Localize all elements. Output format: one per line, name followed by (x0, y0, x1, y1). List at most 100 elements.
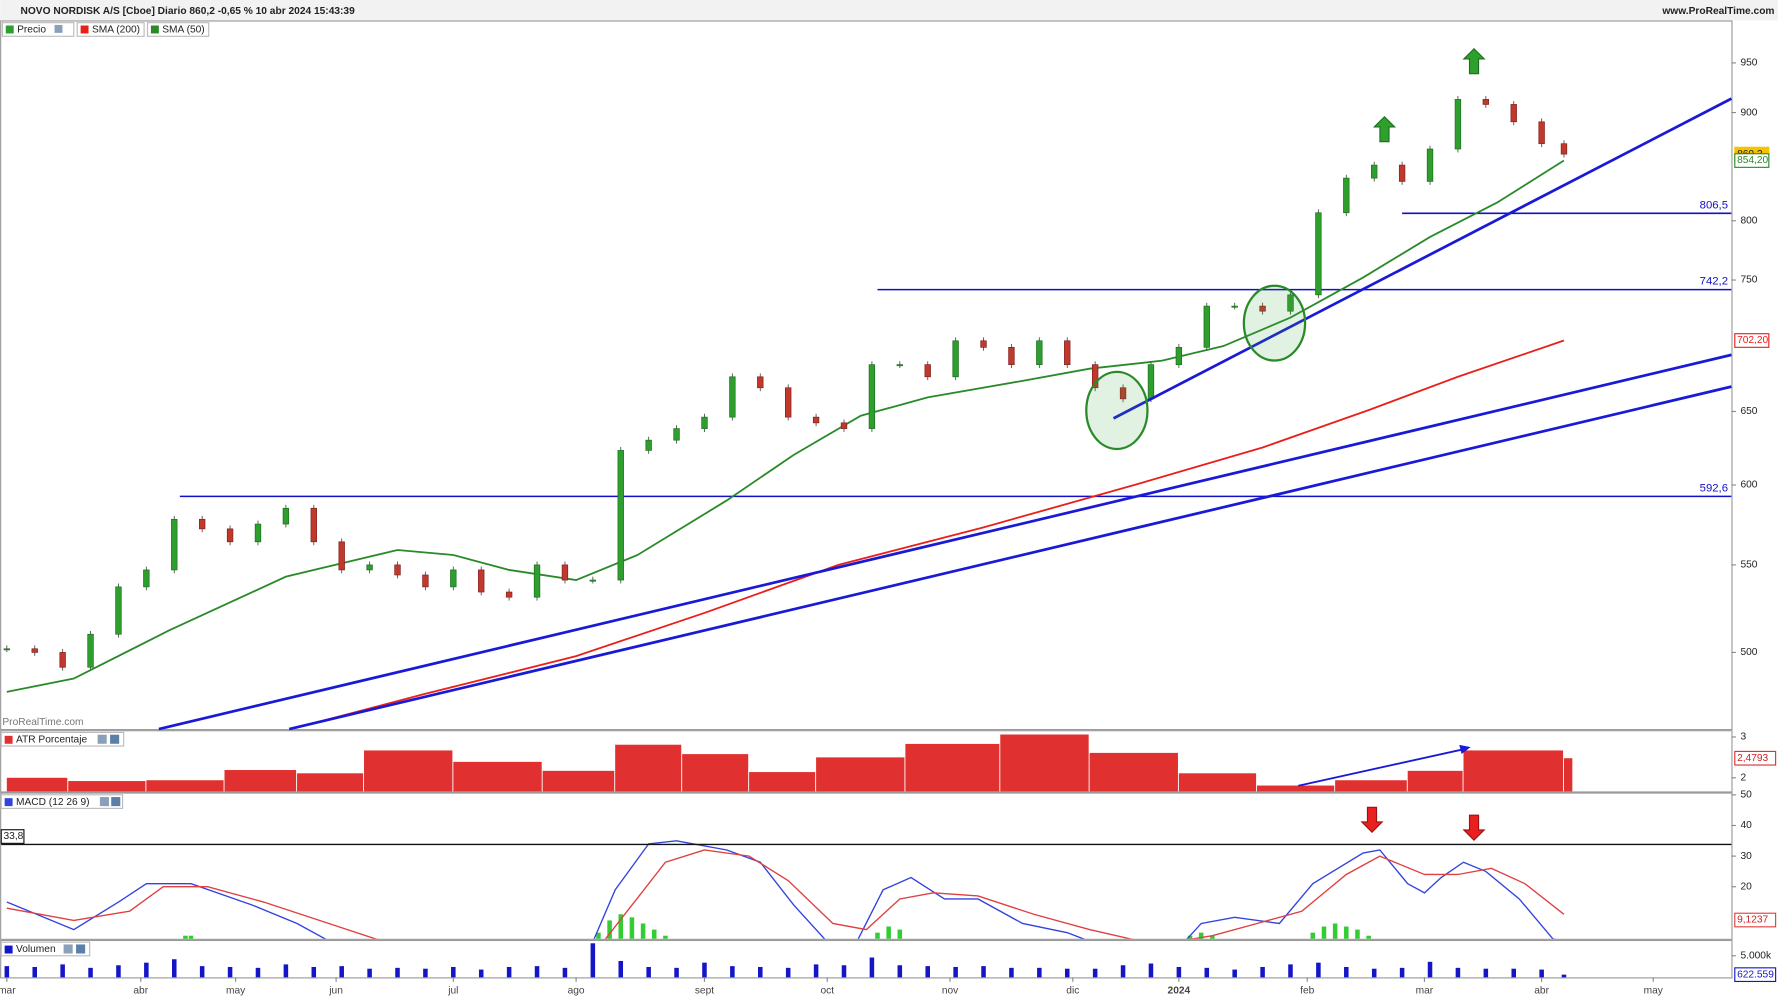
bar (1455, 967, 1461, 978)
panel: 5.000k Volumen 622.559 (0, 941, 1777, 983)
bar (813, 964, 819, 978)
arrow-down (1462, 814, 1486, 841)
watermark: ProRealTime.com (2, 717, 83, 728)
candle (1538, 121, 1545, 145)
candle (1259, 305, 1266, 312)
bar (144, 962, 149, 978)
bar (1232, 969, 1237, 978)
bar (615, 744, 682, 792)
y-tick-label: 5.000k (1740, 950, 1771, 961)
level-label: 806,5 (1700, 199, 1728, 211)
last-value-box (1734, 153, 1770, 168)
candle (3, 648, 11, 651)
candle (171, 518, 178, 571)
y-tick-label: 40 (1740, 820, 1752, 831)
candle (478, 569, 485, 593)
x-tick-label: may (226, 986, 246, 997)
x-tick-label: mar (1416, 986, 1434, 997)
candle (645, 439, 652, 451)
bar (339, 966, 344, 978)
candle (1510, 104, 1517, 123)
bar (283, 964, 289, 978)
candle (785, 387, 792, 418)
bar (674, 967, 679, 978)
bar (785, 967, 791, 978)
bar (1335, 780, 1407, 792)
candle (1036, 340, 1043, 365)
candle (1091, 364, 1099, 389)
histogram-bar (629, 917, 635, 939)
legend-box (146, 22, 210, 37)
candle (1287, 294, 1294, 312)
candle (757, 376, 764, 389)
y-tick-label: 600 (1740, 480, 1757, 491)
bar (590, 943, 596, 978)
candle (1203, 305, 1210, 348)
bar (311, 966, 317, 978)
y-tick-label: 900 (1740, 107, 1757, 118)
panel-title: MACD (12 26 9) (16, 797, 90, 808)
bar (1257, 785, 1335, 792)
panel: 20 30 40 50 MACD (12 26 9) 33,8 9,1237 (0, 790, 1777, 939)
panel-legend: ATR Porcentaje (0, 731, 125, 747)
candle (1343, 177, 1350, 214)
bar (869, 957, 875, 978)
last-value-label: 622.559 (1737, 969, 1774, 980)
last-value-label: 854,20 (1737, 155, 1768, 166)
y-tick-label: 950 (1740, 58, 1757, 69)
candle (673, 428, 680, 441)
add-icon (111, 797, 121, 807)
x-tick-label: dic (1066, 986, 1079, 997)
legend-swatch (5, 25, 14, 34)
last-value-label: 2,4793 (1737, 753, 1768, 764)
candle (505, 591, 513, 598)
bar (1463, 750, 1564, 792)
bar (199, 966, 205, 978)
candle (533, 564, 541, 598)
y-tick-label: 2 (1740, 772, 1746, 783)
y-tick-label: 650 (1740, 406, 1757, 417)
bar (1427, 961, 1433, 978)
source: www.ProRealTime.com (1661, 6, 1774, 17)
bar (32, 966, 37, 978)
add-icon (76, 944, 86, 954)
histogram-bar (897, 929, 903, 939)
bar (758, 966, 763, 978)
chart-title: NOVO NORDISK A/S [Cboe] Diario 860,2 -0,… (21, 6, 356, 17)
legend-label: Precio (17, 25, 46, 36)
candle (1454, 99, 1462, 150)
candle (701, 416, 708, 429)
candle (87, 633, 94, 668)
bar (146, 780, 224, 792)
x-tick-label: sept (695, 986, 714, 997)
bar (1178, 773, 1257, 792)
bar (1511, 968, 1517, 978)
histogram-bar (183, 935, 188, 939)
panel: 500 550 600 650 750 800 900 950 806,5 742,2 592,6 P… (0, 22, 1770, 997)
bar (1176, 966, 1182, 978)
last-value-box (1734, 333, 1770, 348)
bar (702, 962, 707, 978)
panel-frames (0, 20, 1733, 979)
candle (282, 507, 290, 525)
bar (1000, 734, 1089, 792)
bar (1344, 966, 1349, 978)
bar (453, 761, 542, 792)
bar (1148, 963, 1154, 978)
y-tick-label: 20 (1740, 881, 1752, 892)
histogram-bar (651, 929, 657, 939)
x-tick-label: nov (942, 986, 959, 997)
settings-icon (99, 797, 109, 807)
bar (1316, 962, 1321, 978)
marks: 500 550 600 650 750 800 900 950 806,5 742,2 592,6 P… (0, 22, 1777, 997)
candle (422, 574, 429, 588)
atr-arrow-head (1459, 744, 1471, 754)
panel-legend: Volumen (0, 941, 91, 957)
candle (143, 569, 150, 588)
legend-swatch (4, 735, 13, 744)
bar (1092, 968, 1098, 978)
legend: Precio SMA (200) SMA (50) (1, 22, 210, 37)
legend-swatch (80, 25, 89, 34)
last-value-label: 702,20 (1737, 335, 1768, 346)
